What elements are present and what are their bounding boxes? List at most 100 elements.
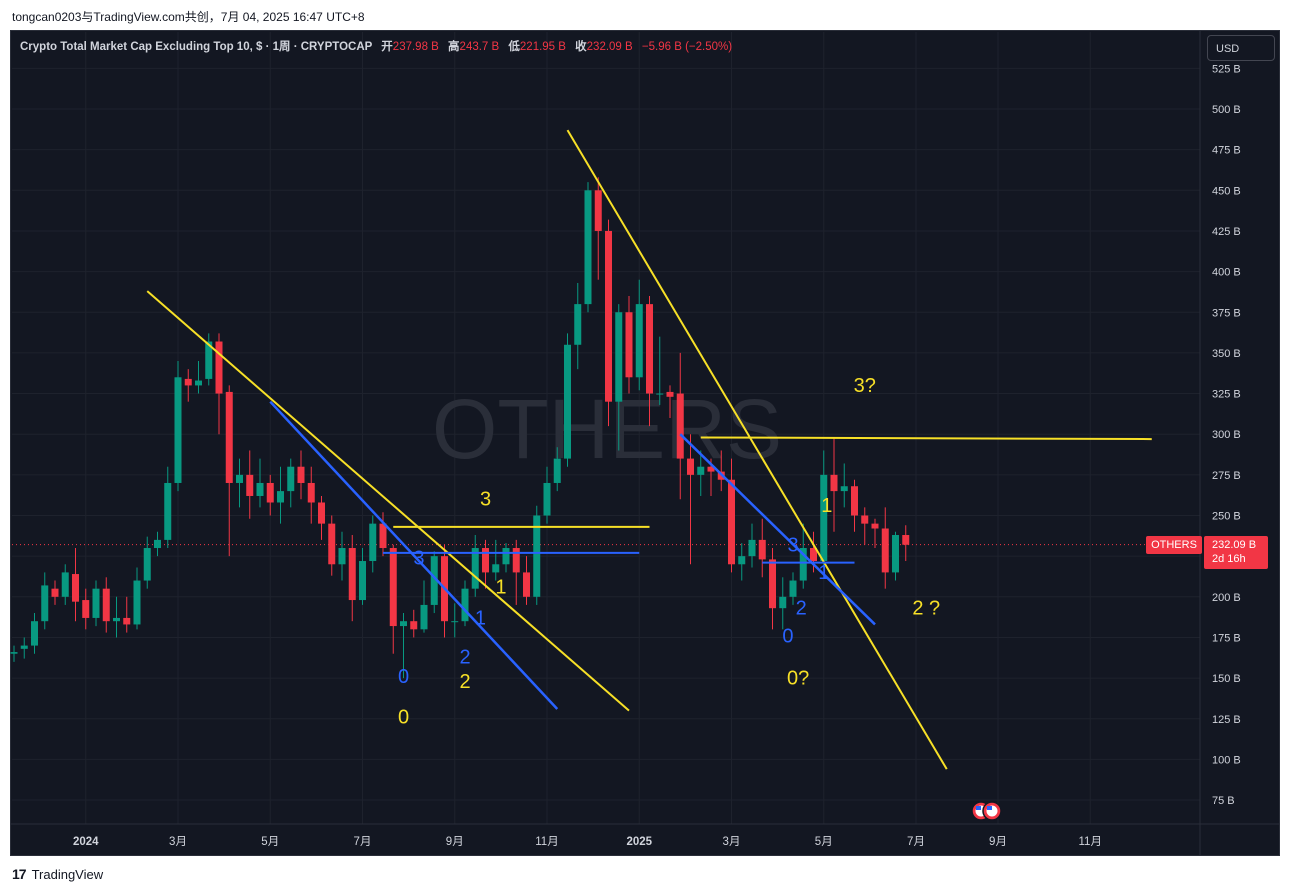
symbol-legend: Crypto Total Market Cap Excluding Top 10… (20, 38, 732, 54)
price-tick-label: 450 B (1212, 185, 1241, 197)
high-value: 243.7 B (459, 41, 500, 53)
candle-body (676, 393, 684, 459)
candle-body (266, 482, 274, 503)
candle-body (164, 482, 172, 540)
wave-label: 2 (459, 646, 470, 668)
price-tick-label: 525 B (1212, 63, 1241, 75)
low-label: 低 (508, 41, 520, 53)
wave-label: 3? (854, 375, 876, 397)
price-tick-label: 125 B (1212, 714, 1241, 726)
wave-label: 2 (459, 671, 470, 693)
tradingview-logo-icon[interactable]: 17 (12, 866, 27, 882)
price-tick-label: 150 B (1212, 673, 1241, 685)
candle-body (492, 564, 500, 573)
candle-body (564, 344, 571, 459)
footer: 17 TradingView (12, 866, 103, 882)
candle-body (461, 588, 469, 622)
candle-body (328, 523, 336, 565)
time-tick-label: 5月 (815, 836, 833, 848)
tradingview-logo-text[interactable]: TradingView (31, 866, 104, 882)
candle-body (830, 474, 838, 492)
price-tick-label: 375 B (1212, 307, 1241, 319)
candle-body (543, 482, 551, 516)
open-label: 开 (381, 41, 393, 53)
time-tick-label: 7月 (907, 836, 925, 848)
candle-body (92, 588, 100, 618)
price-tick-label: 275 B (1212, 470, 1241, 482)
wave-label: 1 (821, 495, 832, 517)
trendline-yellow (146, 290, 630, 712)
candle-body (61, 572, 69, 597)
candle-body (758, 539, 766, 560)
wave-label: 1 (495, 577, 506, 599)
candle-body (51, 588, 59, 597)
wave-label: 2 ? (912, 598, 940, 620)
wave-label: 0 (782, 625, 793, 647)
candle-body (779, 596, 787, 609)
candle-body (430, 556, 438, 605)
price-tick-label: 500 B (1212, 104, 1241, 116)
wave-label: 3 (480, 489, 491, 511)
candle-body (553, 458, 561, 483)
candle-body (307, 482, 315, 503)
wave-label: 0 (398, 707, 409, 729)
candle-body (851, 486, 858, 516)
candle-body (123, 617, 131, 625)
candle-body (799, 548, 807, 581)
price-tick-label: 200 B (1212, 592, 1241, 604)
candle-body (789, 580, 797, 597)
candle-body (348, 548, 356, 601)
candle-body (174, 377, 182, 483)
price-tick-label: 325 B (1212, 389, 1241, 401)
candle-body (810, 548, 817, 562)
time-tick-label: 7月 (354, 836, 372, 848)
candle-body (72, 574, 79, 602)
candle-body (205, 341, 213, 379)
bar-countdown: 2d 16h (1212, 553, 1246, 565)
time-tick-label: 9月 (989, 836, 1007, 848)
candle-body (820, 474, 828, 562)
candle-body (881, 528, 889, 573)
wave-label: 2 (796, 598, 807, 620)
trendline-blue (679, 433, 876, 626)
candle-body (420, 604, 428, 630)
wave-label: 0? (787, 668, 809, 690)
us-flag-icon (976, 806, 981, 810)
price-tick-label: 175 B (1212, 632, 1241, 644)
candle-body (646, 304, 653, 394)
currency-button[interactable]: USD (1207, 35, 1275, 61)
candle-body (574, 304, 582, 345)
candle-body (359, 561, 366, 601)
candle-body (369, 523, 377, 562)
candle-body (892, 535, 899, 573)
candle-body (748, 539, 756, 557)
wave-label: 3 (413, 547, 424, 569)
candle-body (102, 588, 110, 622)
wave-label: 3 (787, 534, 798, 556)
candle-body (256, 482, 264, 496)
low-value: 221.95 B (519, 41, 566, 53)
candle-body (615, 312, 623, 402)
candle-body (533, 515, 541, 597)
candle-body (82, 600, 90, 618)
trendline-yellow (566, 129, 948, 770)
time-tick-label: 2024 (73, 836, 99, 848)
candle-body (154, 539, 161, 549)
last-price-value: 232.09 B (1212, 539, 1257, 551)
close-value: 232.09 B (586, 41, 633, 53)
time-tick-label: 3月 (723, 836, 741, 848)
time-tick-label: 5月 (261, 836, 279, 848)
candle-body (687, 458, 694, 475)
candle-body (707, 466, 715, 472)
candle-body (246, 474, 254, 496)
candle-body (584, 190, 592, 305)
close-label: 收 (575, 41, 587, 53)
candle-body (471, 548, 479, 589)
author-line: tongcan0203与TradingView.com共创，7月 04, 202… (12, 10, 365, 24)
time-tick-label: 2025 (626, 836, 652, 848)
time-tick-label: 11月 (1079, 836, 1102, 848)
price-tick-label: 300 B (1212, 429, 1241, 441)
candle-body (338, 548, 346, 565)
price-tick-label: 75 B (1212, 795, 1235, 807)
